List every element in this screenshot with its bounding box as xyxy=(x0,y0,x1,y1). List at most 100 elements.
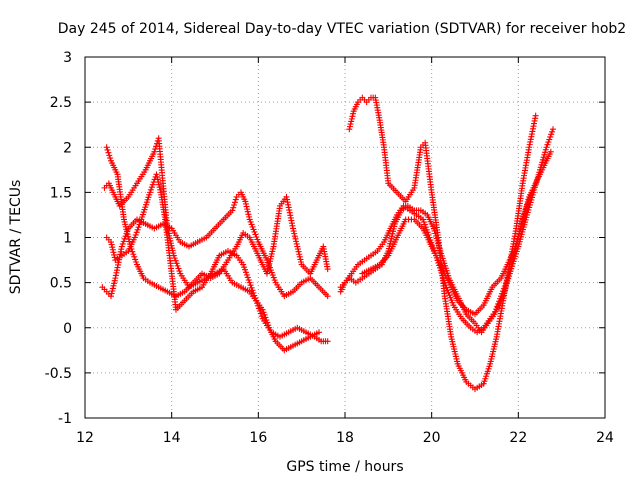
data-point xyxy=(109,285,116,292)
data-point xyxy=(260,309,267,316)
data-point xyxy=(290,225,296,232)
data-point xyxy=(156,184,163,191)
data-point xyxy=(231,202,238,209)
data-point xyxy=(293,238,300,245)
data-point xyxy=(173,260,180,267)
x-tick-label: 24 xyxy=(596,430,614,446)
data-point xyxy=(526,195,533,202)
data-point xyxy=(420,219,427,226)
x-tick-label: 20 xyxy=(423,430,441,446)
data-point xyxy=(245,211,252,218)
y-tick-label: -1 xyxy=(58,411,72,427)
y-axis-label: SDTVAR / TECUs xyxy=(8,180,24,295)
series-trace-4 xyxy=(103,144,331,300)
data-point xyxy=(543,144,550,151)
data-point xyxy=(545,139,552,146)
data-point xyxy=(241,264,248,271)
data-point xyxy=(229,207,236,214)
x-tick-label: 18 xyxy=(336,430,354,446)
data-point xyxy=(103,144,110,151)
data-point xyxy=(296,253,303,260)
data-point xyxy=(544,141,551,148)
data-point xyxy=(492,308,499,315)
data-point xyxy=(148,184,155,191)
data-point xyxy=(546,136,553,143)
y-tick-label: 3 xyxy=(63,50,72,66)
x-tick-label: 14 xyxy=(163,430,181,446)
data-point xyxy=(109,288,116,295)
data-point xyxy=(108,293,114,300)
data-point xyxy=(246,279,253,286)
y-tick-label: -0.5 xyxy=(45,366,72,382)
data-point xyxy=(129,248,136,255)
data-point xyxy=(119,240,126,247)
data-point xyxy=(548,131,555,138)
data-point xyxy=(127,243,134,250)
data-point xyxy=(346,123,353,130)
data-points xyxy=(99,94,556,393)
data-point xyxy=(109,246,116,253)
data-point xyxy=(240,261,247,268)
data-point xyxy=(134,226,141,233)
data-point xyxy=(346,126,353,133)
data-point xyxy=(324,338,331,345)
data-point xyxy=(493,306,500,313)
data-point xyxy=(495,300,502,307)
data-point xyxy=(242,269,249,276)
data-point xyxy=(350,110,357,117)
data-point xyxy=(550,126,556,133)
data-point xyxy=(256,307,263,314)
data-point xyxy=(347,121,354,128)
data-point xyxy=(232,196,239,203)
axis-ticks: 12 14 16 18 20 22 24 -1 -0.5 0 0.5 1 1.5 2 2.5 3 xyxy=(45,50,614,446)
data-point xyxy=(259,306,266,313)
data-point xyxy=(108,241,115,248)
data-point xyxy=(296,251,303,258)
data-point xyxy=(128,246,135,253)
data-point xyxy=(244,206,251,213)
data-point xyxy=(147,186,154,193)
y-tick-label: 0.5 xyxy=(50,276,72,292)
data-point xyxy=(133,258,140,265)
data-point xyxy=(291,233,298,240)
data-point xyxy=(242,198,249,205)
data-point xyxy=(105,149,112,156)
x-axis-label: GPS time / hours xyxy=(286,459,403,475)
data-point xyxy=(151,148,158,155)
data-point xyxy=(108,239,114,246)
data-point xyxy=(230,204,237,211)
data-point xyxy=(248,284,255,291)
data-point xyxy=(316,329,322,336)
data-point xyxy=(243,271,250,278)
data-point xyxy=(349,113,356,120)
data-point xyxy=(243,203,250,210)
data-point xyxy=(246,213,253,220)
data-point xyxy=(528,190,535,197)
data-point xyxy=(135,224,142,231)
y-tick-label: 0 xyxy=(63,321,72,337)
data-point xyxy=(155,179,162,186)
series-trace-8 xyxy=(359,184,537,318)
x-tick-label: 22 xyxy=(509,430,527,446)
data-point xyxy=(496,298,503,305)
data-point xyxy=(294,246,301,253)
data-point xyxy=(245,277,252,284)
data-point xyxy=(348,118,355,125)
data-point xyxy=(297,256,304,263)
data-point xyxy=(420,216,426,223)
data-point xyxy=(118,243,125,250)
data-point xyxy=(244,274,251,281)
data-point xyxy=(547,133,554,140)
data-point xyxy=(244,208,251,215)
data-point xyxy=(549,128,556,135)
data-point xyxy=(497,295,504,302)
data-point xyxy=(157,186,164,193)
data-point xyxy=(154,176,161,183)
data-point xyxy=(423,226,430,233)
data-point xyxy=(252,295,259,302)
data-point xyxy=(108,290,115,297)
data-point xyxy=(104,146,111,153)
data-point xyxy=(298,258,305,265)
data-point xyxy=(263,317,270,324)
data-point xyxy=(294,243,301,250)
